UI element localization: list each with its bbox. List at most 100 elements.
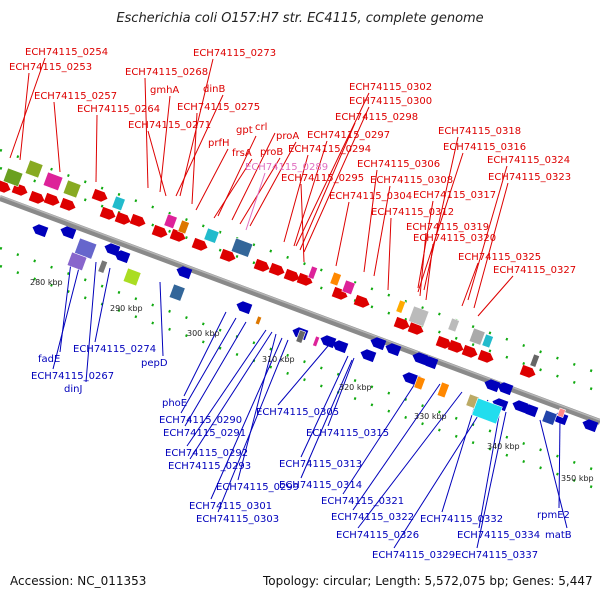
- forward-gene-label: ECH74115_0304: [329, 191, 412, 202]
- reverse-leader-line: [558, 417, 561, 509]
- reverse-leader-line: [210, 337, 283, 500]
- forward-gene-shape: [477, 349, 494, 363]
- reverse-leader-line: [183, 311, 227, 397]
- forward-leader-line: [159, 95, 171, 193]
- forward-leader-line: [467, 165, 508, 301]
- forward-gene-arrow: [393, 316, 410, 330]
- scale-label: 350 kbp: [561, 474, 594, 483]
- forward-leader-line: [335, 201, 350, 267]
- reverse-gene-shape: [522, 404, 539, 418]
- reverse-leader-line: [186, 329, 267, 447]
- feature-block: [468, 327, 486, 346]
- forward-gene-label: ECH74115_0264: [77, 104, 160, 115]
- reverse-leader-line: [159, 281, 164, 357]
- forward-leader-line: [175, 94, 224, 197]
- feature-block-shape: [295, 329, 307, 344]
- forward-gene-shape: [151, 224, 168, 238]
- forward-gene-arrow: [477, 349, 494, 363]
- feature-block-shape: [62, 179, 82, 199]
- reverse-gene-arrow: [320, 335, 337, 349]
- feature-block: [203, 227, 220, 244]
- forward-leader-line: [423, 136, 459, 291]
- feature-block-shape: [413, 375, 426, 391]
- forward-gene-shape: [447, 339, 464, 353]
- reverse-leader-line: [300, 355, 349, 458]
- reverse-gene-shape: [484, 379, 501, 393]
- forward-gene-label: ECH74115_0316: [443, 142, 526, 153]
- feature-block-shape: [97, 259, 109, 274]
- forward-gene-shape: [114, 211, 131, 225]
- reverse-gene-arrow: [484, 379, 501, 393]
- feature-block: [481, 333, 494, 349]
- reverse-gene-arrow: [422, 356, 439, 370]
- forward-gene-label: gpt: [236, 125, 253, 136]
- feature-block: [42, 171, 64, 192]
- forward-gene-shape: [28, 190, 45, 204]
- forward-gene-label: ECH74115_0327: [493, 265, 576, 276]
- forward-gene-arrow: [435, 335, 452, 349]
- feature-block-shape: [395, 299, 407, 314]
- reverse-gene-label: ECH74115_0313: [279, 459, 362, 470]
- reverse-leader-line: [85, 261, 97, 383]
- reverse-gene-label: ECH74115_0301: [189, 501, 272, 512]
- forward-gene-label: proB: [260, 147, 283, 158]
- feature-block: [177, 219, 190, 235]
- feature-block: [254, 315, 263, 326]
- forward-gene-arrow: [268, 262, 285, 276]
- forward-gene-arrow: [129, 213, 146, 227]
- feature-block-shape: [471, 397, 503, 425]
- forward-leader-line: [283, 154, 309, 243]
- label-leader-lines: [9, 57, 568, 549]
- forward-leader-line: [387, 217, 392, 291]
- forward-gene-shape: [393, 316, 410, 330]
- forward-gene-label: ECH74115_0273: [193, 48, 276, 59]
- feature-block-shape: [230, 237, 254, 258]
- reverse-gene-label: ECH74115_0291: [163, 428, 246, 439]
- feature-block-shape: [163, 213, 178, 230]
- reverse-gene-label: dinJ: [64, 384, 82, 395]
- forward-gene-label: ECH74115_0268: [125, 67, 208, 78]
- forward-gene-shape: [435, 335, 452, 349]
- reverse-gene-label: ECH74115_0299: [216, 482, 299, 493]
- forward-leader-line: [245, 172, 266, 231]
- reverse-gene-label: ECH74115_0267: [31, 371, 114, 382]
- forward-gene-shape: [91, 188, 108, 202]
- reverse-gene-shape: [582, 419, 599, 433]
- forward-gene-label: gmhA: [150, 85, 179, 96]
- forward-leader-line: [195, 148, 229, 211]
- feature-block-shape: [168, 283, 186, 302]
- forward-gene-arrow: [43, 192, 60, 206]
- forward-gene-label: ECH74115_0275: [177, 102, 260, 113]
- reverse-gene-arrow: [385, 343, 402, 357]
- reverse-leader-line: [180, 317, 237, 414]
- feature-block: [111, 195, 126, 212]
- reverse-gene-label: ECH74115_0292: [165, 448, 248, 459]
- forward-leader-line: [95, 114, 98, 183]
- forward-leader-line: [191, 112, 198, 205]
- forward-gene-label: ECH74115_0294: [288, 144, 371, 155]
- feature-block: [312, 335, 321, 348]
- forward-gene-shape: [461, 344, 478, 358]
- forward-leader-line: [249, 141, 297, 227]
- feature-block: [163, 213, 178, 230]
- scale-label: 290 kbp: [110, 304, 143, 313]
- reverse-leader-line: [94, 267, 111, 343]
- reverse-leader-line: [277, 345, 329, 406]
- forward-leader-line: [461, 262, 479, 307]
- feature-block-shape: [408, 305, 430, 327]
- feature-block: [447, 317, 460, 333]
- forward-leader-line: [144, 77, 149, 189]
- forward-gene-shape: [253, 258, 270, 272]
- forward-gene-label: ECH74115_0289: [245, 162, 328, 173]
- reverse-gene-label: rpmE2: [537, 510, 570, 521]
- feature-block: [122, 267, 142, 287]
- reverse-gene-label: ECH74115_0322: [331, 512, 414, 523]
- forward-gene-label: prfH: [208, 138, 230, 149]
- forward-gene-shape: [268, 262, 285, 276]
- forward-gene-shape: [219, 248, 236, 262]
- feature-block-shape: [341, 279, 356, 296]
- reverse-gene-shape: [236, 301, 253, 315]
- forward-leader-line: [363, 169, 378, 273]
